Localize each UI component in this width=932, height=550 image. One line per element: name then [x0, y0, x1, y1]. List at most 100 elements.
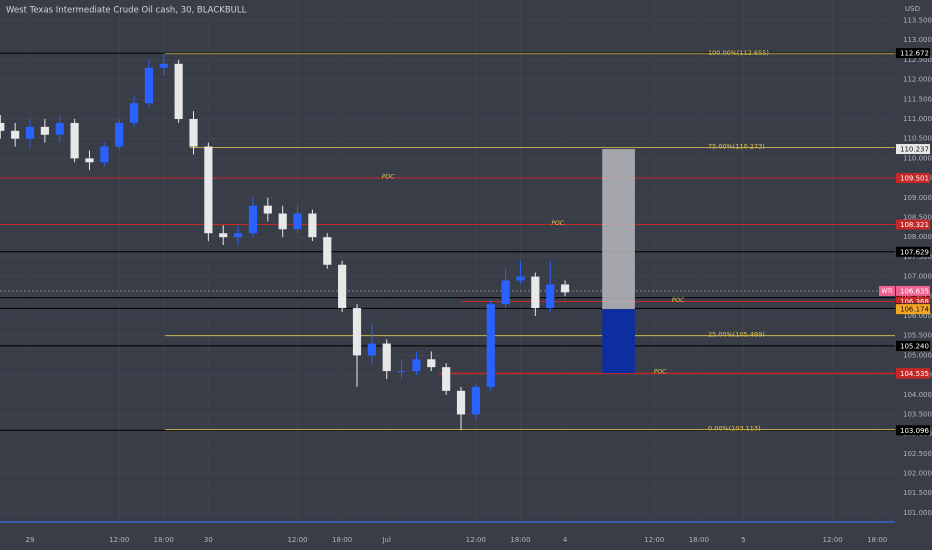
y-tick-label: 106.000	[903, 312, 932, 320]
candle-body	[85, 158, 94, 163]
y-tick-label: 112.500	[903, 56, 932, 64]
candle-body	[189, 118, 198, 147]
y-tick-label: 104.000	[903, 391, 932, 399]
x-tick-label: 30	[204, 536, 213, 544]
y-tick-label: 111.000	[903, 115, 932, 123]
candle-body	[531, 276, 540, 309]
fib-label: 100.00%(112.655)	[708, 49, 769, 57]
price-tag-label: 106.635	[900, 287, 929, 295]
candle-body	[115, 122, 124, 147]
poc-label: POC	[551, 220, 564, 227]
y-tick-label: 108.000	[903, 233, 932, 241]
separator	[0, 521, 895, 523]
candle-body	[278, 213, 287, 230]
y-tick-label: 105.000	[903, 351, 932, 359]
x-tick-label: 12:00	[822, 536, 842, 544]
candle-body	[501, 280, 510, 305]
y-tick-label: 110.000	[903, 154, 932, 162]
candle-body	[352, 308, 362, 356]
currency: USD	[905, 5, 920, 13]
x-tick-label: 5	[741, 536, 745, 544]
candle-body	[100, 146, 109, 163]
y-tick-label: 109.000	[903, 194, 932, 202]
grid	[0, 0, 895, 522]
x-tick-label: 18:00	[867, 536, 887, 544]
price-tag	[896, 144, 930, 155]
price-tag-label: 108.321	[900, 221, 929, 229]
x-tick-label: 18:00	[332, 536, 352, 544]
y-tick-label: 101.000	[903, 509, 932, 517]
candle-body	[174, 63, 183, 119]
price-tag	[896, 340, 930, 351]
candle-body	[129, 103, 139, 123]
candle-body	[25, 126, 35, 139]
y-tick-label: 102.000	[903, 470, 932, 478]
profit-zone	[602, 149, 635, 310]
symbol-tag-box	[879, 285, 895, 296]
candle-body	[55, 122, 64, 135]
candle-body	[204, 146, 213, 234]
candle-body	[219, 233, 228, 238]
x-tick-label: 18:00	[510, 536, 530, 544]
poc-label: POC	[672, 297, 685, 304]
y-tick-label: 113.500	[903, 16, 932, 24]
fib-label: 0.00%(103.113)	[708, 425, 761, 433]
candle-body	[263, 205, 272, 214]
y-tick-label: 103.500	[903, 410, 932, 418]
y-tick-label: 107.500	[903, 253, 932, 261]
price-tag	[896, 48, 930, 59]
x-tick-label: 12:00	[466, 536, 486, 544]
loss-zone	[602, 309, 635, 374]
x-tick-label: Jul	[381, 536, 391, 544]
price-tag	[896, 219, 930, 230]
price-tag-label: 112.672	[900, 50, 929, 58]
candle-body	[144, 67, 154, 104]
x-tick-label: 29	[26, 536, 35, 544]
candle-body	[560, 284, 570, 293]
fib-label: 75.00%(110.273)	[708, 143, 765, 151]
x-tick-label: 12:00	[644, 536, 664, 544]
candle-body	[486, 304, 495, 387]
candle-body	[442, 367, 451, 391]
price-tag	[896, 296, 930, 307]
y-tick-label: 107.000	[903, 273, 932, 281]
price-tag	[896, 425, 930, 436]
candle-body	[546, 284, 555, 309]
price-tag	[896, 246, 930, 257]
x-tick-label: 4	[563, 536, 568, 544]
price-tag-label: 103.096	[900, 427, 929, 435]
price-tag-label: 110.237	[900, 146, 929, 154]
candle-body	[367, 343, 376, 356]
candle-body	[293, 213, 302, 230]
x-tick-label: 12:00	[109, 536, 129, 544]
fib-label: 25.00%(105.499)	[708, 331, 765, 339]
candle-body	[0, 122, 5, 131]
candle-body	[323, 237, 332, 265]
y-tick-label: 113.000	[903, 36, 932, 44]
y-tick-label: 102.500	[903, 450, 932, 458]
candle-body	[70, 122, 79, 159]
candle-body	[11, 130, 20, 139]
price-tag-label: 105.240	[900, 342, 929, 350]
candle-body	[456, 390, 466, 415]
candle-body	[308, 213, 317, 238]
plot: 100.00%(112.655) 75.00%(110.273) 25.00%(10…	[0, 49, 895, 433]
candle-body	[40, 126, 49, 135]
chart-title: West Texas Intermediate Crude Oil cash, …	[6, 6, 247, 16]
y-tick-label: 110.500	[903, 135, 932, 143]
candle-body	[397, 371, 406, 373]
candle-body	[427, 359, 436, 368]
poc-label: POC	[654, 369, 667, 376]
candle-body	[471, 386, 480, 415]
y-tick-label: 111.500	[903, 95, 932, 103]
candle-body	[338, 264, 347, 309]
price-tag	[896, 173, 930, 184]
candle-body	[248, 205, 258, 234]
price-tag	[896, 368, 930, 379]
price-tag-label: 109.501	[900, 175, 929, 183]
price-tag-label: 104.535	[900, 370, 929, 378]
candle-body	[159, 63, 168, 68]
x-tick-label: 18:00	[154, 536, 174, 544]
y-tick-label: 101.500	[903, 489, 932, 497]
